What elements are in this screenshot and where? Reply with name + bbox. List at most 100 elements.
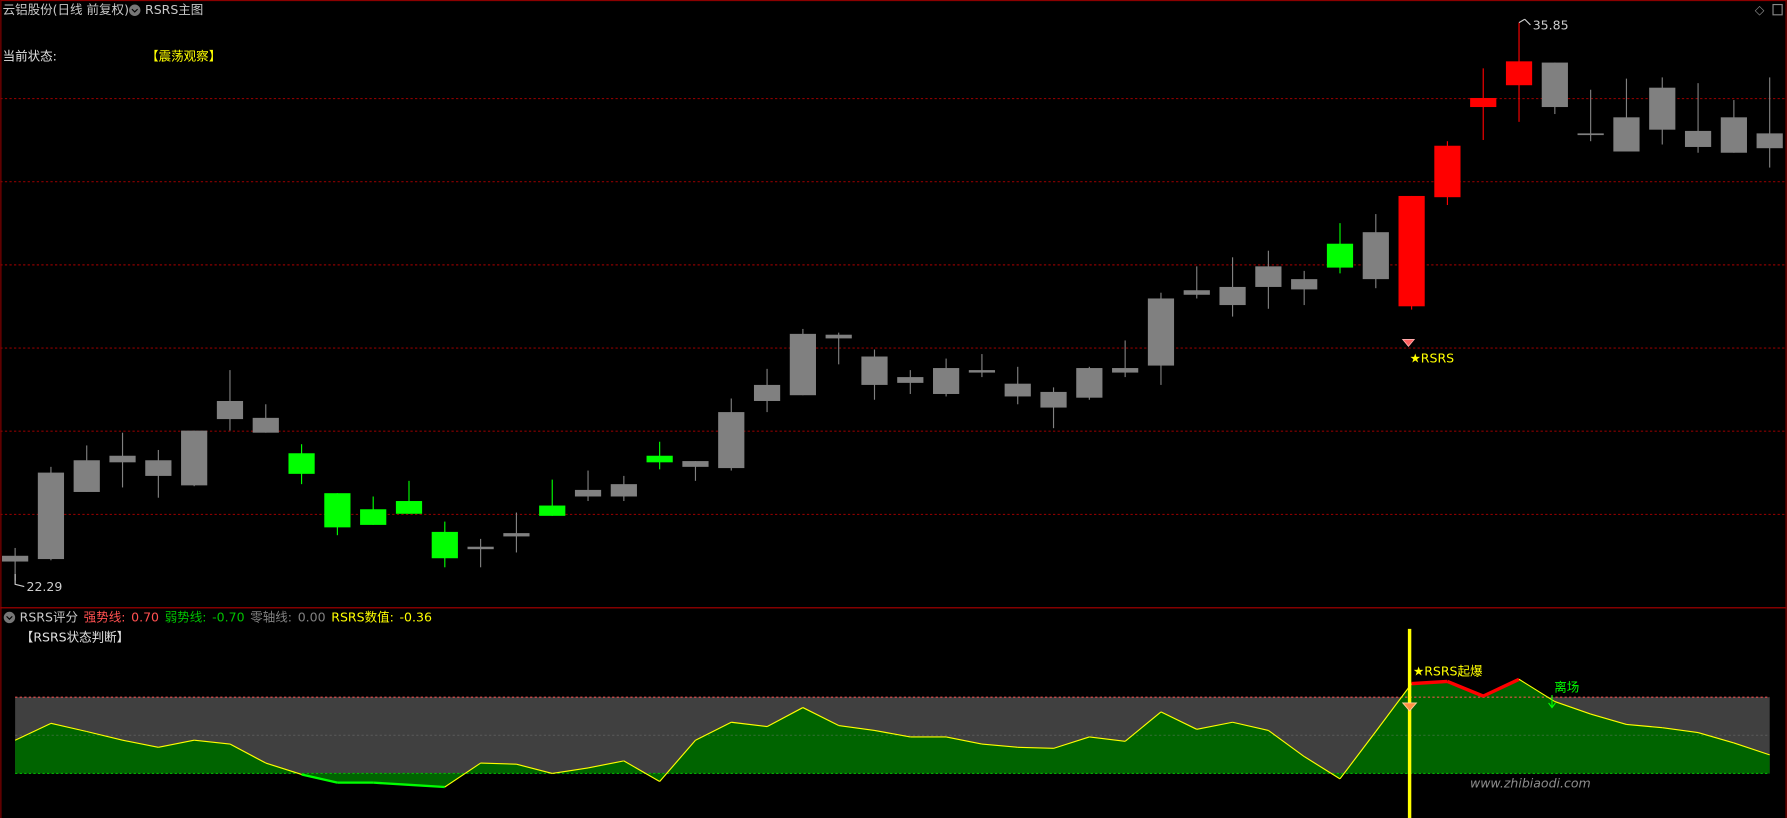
candle-body xyxy=(789,333,816,396)
score-line xyxy=(1482,677,1520,698)
score-line xyxy=(444,762,481,788)
score-line xyxy=(766,707,804,728)
candle-body xyxy=(37,472,65,560)
candle-body xyxy=(897,377,924,383)
window-icon[interactable] xyxy=(1772,3,1783,16)
header-item: 强势线: xyxy=(84,609,126,624)
score-line xyxy=(122,739,159,748)
score-line xyxy=(1339,731,1377,780)
candle-body xyxy=(73,460,100,492)
indicator-header: RSRS评分 强势线: 0.70 弱势线: -0.70 零轴线: 0.00 RSRS数值: -0… xyxy=(20,609,432,624)
window-icon[interactable]: ◇ xyxy=(1755,2,1765,17)
score-line xyxy=(301,773,338,784)
state-title: 【RSRS状态判断】 xyxy=(21,629,129,644)
score-line xyxy=(1303,756,1341,780)
score-line xyxy=(516,763,553,774)
score-line xyxy=(86,730,123,741)
candle-body xyxy=(324,493,351,528)
menu-icon[interactable] xyxy=(3,611,16,624)
candle-body xyxy=(2,555,29,562)
score-line xyxy=(1232,721,1269,731)
score-line xyxy=(158,739,195,748)
candle-body xyxy=(181,430,208,486)
score-line xyxy=(623,760,660,783)
candle-body xyxy=(1434,145,1461,198)
candle-body xyxy=(682,461,709,467)
candle-body xyxy=(395,501,423,514)
score-line xyxy=(1446,679,1484,698)
low-leader xyxy=(14,574,25,588)
stock-title: 云铝股份(日线 前复权) xyxy=(3,2,129,17)
score-line xyxy=(1590,713,1627,725)
exit-arrow xyxy=(1548,694,1556,709)
candle-body xyxy=(1076,368,1103,398)
score-line xyxy=(587,760,624,769)
candle-body xyxy=(1112,368,1139,373)
candle-body xyxy=(574,489,602,497)
score-line xyxy=(1160,711,1198,730)
candle-body xyxy=(1004,383,1031,397)
candle-body xyxy=(1255,266,1282,287)
score-line xyxy=(1733,742,1770,756)
candle-body xyxy=(825,334,852,339)
header-item: 零轴线: xyxy=(250,609,292,624)
header-item: RSRS数值: xyxy=(331,609,394,624)
main-panel: 35.85 22.29 xyxy=(0,18,1787,594)
sub-panel xyxy=(14,677,1770,789)
score-line xyxy=(1626,723,1663,729)
watermark: www.zhibiaodi.com xyxy=(1470,775,1591,790)
score-line xyxy=(265,762,302,776)
score-line xyxy=(1053,736,1090,749)
candle-body xyxy=(145,460,172,476)
score-line xyxy=(1411,679,1448,686)
candle-body xyxy=(968,370,996,373)
header-item: 弱势线: xyxy=(165,609,207,624)
menu-icon-arrow xyxy=(131,8,138,13)
score-line xyxy=(802,707,839,727)
candle-body xyxy=(753,384,781,401)
high-leader xyxy=(1518,18,1531,26)
score-line xyxy=(194,739,231,745)
score-line xyxy=(1196,721,1233,730)
score-line xyxy=(408,783,445,789)
signal-annotation: ★RSRS起爆 xyxy=(1413,664,1483,679)
score-line xyxy=(1554,701,1591,715)
candle-body xyxy=(1040,391,1067,408)
candle-body xyxy=(216,400,244,420)
score-line xyxy=(1017,746,1054,749)
candle-body xyxy=(431,531,458,559)
low-label: 22.29 xyxy=(27,579,63,594)
candle-body xyxy=(1219,286,1246,306)
candle-body xyxy=(288,453,315,474)
score-line xyxy=(14,722,52,741)
candle-body xyxy=(539,505,566,516)
candle-body xyxy=(1183,290,1210,295)
candle-body xyxy=(1147,298,1175,366)
header-item: 0.00 xyxy=(298,609,326,624)
header-item: 0.70 xyxy=(131,609,159,624)
header-item: RSRS评分 xyxy=(20,609,79,624)
score-line xyxy=(838,724,875,731)
candle-body xyxy=(467,546,494,550)
candle-body xyxy=(1362,232,1389,280)
score-line xyxy=(1518,678,1556,703)
candle-body xyxy=(1649,87,1676,130)
score-line xyxy=(1124,711,1162,742)
header-item: -0.36 xyxy=(400,609,432,624)
score-line xyxy=(1662,727,1699,734)
candle-body xyxy=(861,356,888,385)
score-line xyxy=(552,767,589,774)
candle-body xyxy=(1541,62,1568,108)
status-label: 当前状态: xyxy=(3,48,57,63)
score-line xyxy=(981,743,1018,748)
candle-body xyxy=(1613,117,1640,152)
signal-diamond xyxy=(1401,339,1416,348)
score-line xyxy=(659,739,696,782)
candle-body xyxy=(109,455,136,463)
score-line xyxy=(731,721,768,728)
menu-icon[interactable] xyxy=(129,4,141,16)
score-line xyxy=(1089,736,1126,742)
candle-body xyxy=(1398,195,1425,307)
